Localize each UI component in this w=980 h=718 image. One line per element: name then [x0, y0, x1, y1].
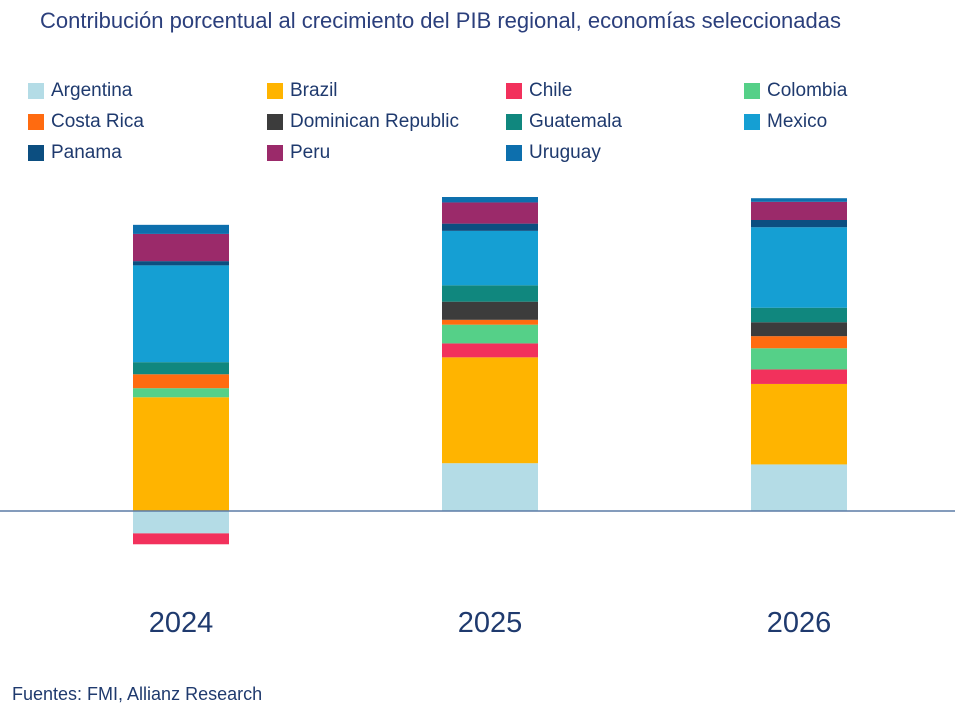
- bar-segment-2024-chile: [133, 533, 229, 545]
- bar-segment-2026-dominican-republic: [751, 322, 847, 337]
- bar-segment-2026-mexico: [751, 227, 847, 308]
- bar-segment-2025-guatemala: [442, 285, 538, 302]
- legend-swatch-chile: [506, 83, 522, 99]
- legend-label-mexico: Mexico: [767, 111, 828, 132]
- legend-item-colombia: Colombia: [744, 80, 847, 102]
- legend-swatch-argentina: [28, 83, 44, 99]
- legend-swatch-panama: [28, 145, 44, 161]
- legend-item-peru: Peru: [267, 142, 330, 164]
- bar-segment-2025-dominican-republic: [442, 301, 538, 320]
- bar-segment-2024-argentina: [133, 511, 229, 534]
- bar-segment-2026-brazil: [751, 383, 847, 465]
- legend-item-guatemala: Guatemala: [506, 111, 622, 133]
- legend-label-peru: Peru: [290, 142, 331, 163]
- legend-label-uruguay: Uruguay: [529, 142, 601, 163]
- x-tick-label-2025: 2025: [458, 607, 523, 639]
- legend-item-dominican-republic: Dominican Republic: [267, 111, 459, 133]
- bar-segment-2026-costa-rica: [751, 336, 847, 349]
- bar-segment-2024-mexico: [133, 265, 229, 363]
- legend-swatch-mexico: [744, 114, 760, 130]
- legend-label-chile: Chile: [529, 80, 573, 101]
- legend-label-panama: Panama: [51, 142, 122, 163]
- bar-segment-2024-guatemala: [133, 362, 229, 375]
- legend-swatch-dominican-republic: [267, 114, 283, 130]
- legend-swatch-peru: [267, 145, 283, 161]
- bar-segment-2025-colombia: [442, 324, 538, 344]
- bar-segment-2026-colombia: [751, 348, 847, 370]
- bar-segment-2026-chile: [751, 369, 847, 384]
- legend-item-mexico: Mexico: [744, 111, 827, 133]
- bar-segment-2026-argentina: [751, 464, 847, 511]
- legend-label-colombia: Colombia: [767, 80, 848, 101]
- legend-swatch-uruguay: [506, 145, 522, 161]
- bar-segment-2025-panama: [442, 223, 538, 231]
- bar-segment-2026-uruguay: [751, 198, 847, 202]
- bar-segment-2025-mexico: [442, 230, 538, 286]
- legend-label-dominican-republic: Dominican Republic: [290, 111, 459, 132]
- legend-label-brazil: Brazil: [290, 80, 338, 101]
- bar-segment-2024-panama: [133, 261, 229, 266]
- bar-segment-2025-peru: [442, 202, 538, 224]
- chart-plot: 2024 2025 2026: [0, 197, 955, 639]
- x-tick-label-2024: 2024: [149, 607, 214, 639]
- legend-item-panama: Panama: [28, 142, 122, 164]
- legend-item-costa-rica: Costa Rica: [28, 111, 144, 133]
- legend-label-guatemala: Guatemala: [529, 111, 622, 132]
- bar-segment-2026-panama: [751, 219, 847, 228]
- bar-segment-2025-costa-rica: [442, 319, 538, 325]
- bar-segment-2024-peru: [133, 233, 229, 262]
- legend-swatch-guatemala: [506, 114, 522, 130]
- bar-segment-2025-uruguay: [442, 197, 538, 203]
- bar-segment-2024-colombia: [133, 388, 229, 398]
- bar-segment-2024-uruguay: [133, 224, 229, 234]
- legend-item-chile: Chile: [506, 80, 572, 102]
- chart-title: Contribución porcentual al crecimiento d…: [40, 8, 842, 33]
- bar-segment-2025-brazil: [442, 357, 538, 464]
- bar-segment-2026-guatemala: [751, 307, 847, 323]
- legend-label-argentina: Argentina: [51, 80, 133, 101]
- bar-segment-2024-brazil: [133, 397, 229, 511]
- legend-swatch-colombia: [744, 83, 760, 99]
- legend: Argentina Brazil Chile Colombia Costa Rica Do…: [0, 0, 980, 180]
- x-tick-label-2026: 2026: [767, 607, 832, 639]
- legend-item-uruguay: Uruguay: [506, 142, 601, 164]
- bar-segment-2025-chile: [442, 343, 538, 358]
- legend-item-argentina: Argentina: [28, 80, 132, 102]
- bar-segment-2024-costa-rica: [133, 374, 229, 389]
- source-note: Fuentes: FMI, Allianz Research: [12, 684, 263, 704]
- legend-item-brazil: Brazil: [267, 80, 338, 102]
- legend-swatch-brazil: [267, 83, 283, 99]
- legend-swatch-costa-rica: [28, 114, 44, 130]
- legend-label-costa-rica: Costa Rica: [51, 111, 144, 132]
- bar-segment-2025-argentina: [442, 463, 538, 511]
- bar-segment-2026-peru: [751, 201, 847, 220]
